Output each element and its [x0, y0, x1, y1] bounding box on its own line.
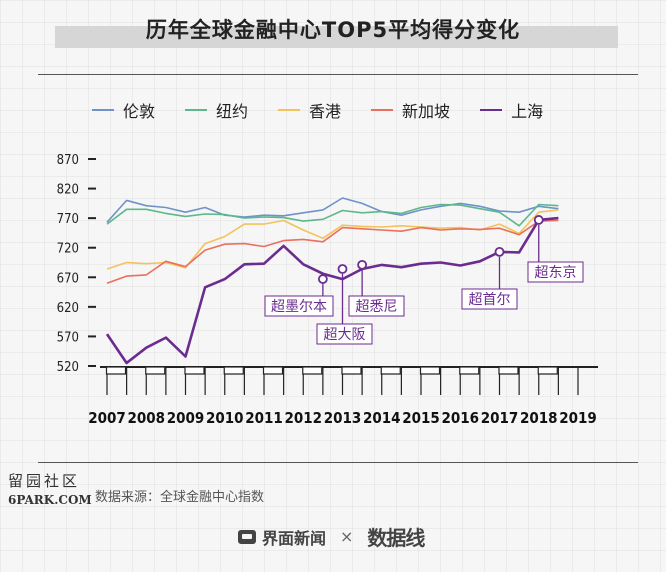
legend-swatch — [480, 109, 503, 111]
partner-brand-logo: 数据线 — [367, 526, 425, 550]
x-tick-bracket — [419, 366, 441, 375]
annotation-box — [527, 261, 584, 283]
x-tick-label: 2018 — [520, 409, 558, 427]
legend-item-singapore: 新加坡 — [371, 98, 450, 122]
legend: 伦敦 纽约 香港 新加坡 上海 — [92, 98, 573, 122]
title-highlight-bar — [55, 26, 618, 48]
annotation-marker — [337, 264, 348, 274]
legend-label: 纽约 — [216, 102, 249, 121]
annotation-label: 超墨尔本 — [271, 299, 327, 315]
x-tick-bracket — [105, 366, 127, 375]
x-tick-label: 2007 — [88, 409, 126, 427]
x-tick-label: 2008 — [127, 409, 165, 427]
legend-swatch — [371, 109, 394, 111]
annotation-marker — [357, 259, 368, 270]
y-tick-label: 620 — [57, 301, 79, 316]
annotation-label: 超首尔 — [469, 292, 511, 308]
x-tick-bracket — [459, 366, 480, 375]
x-tick-bracket — [498, 366, 519, 375]
brand-name: 界面新闻 — [262, 528, 327, 548]
legend-item-london: 伦敦 — [92, 98, 155, 122]
watermark-en: 6PARK.COM — [8, 493, 92, 507]
annotation-marker — [533, 215, 544, 225]
x-tick-bracket — [341, 366, 362, 375]
x-tick-bracket — [223, 366, 244, 375]
annotation-box — [264, 295, 334, 317]
annotation-label: 超东京 — [535, 265, 577, 281]
annotation-box — [461, 288, 518, 310]
x-tick-bracket — [262, 366, 284, 375]
x-tick-label: 2009 — [167, 409, 205, 427]
footer-brand: 界面新闻 × 数据线 — [238, 522, 425, 551]
brand-logo-icon — [238, 529, 256, 544]
y-tick-label: 770 — [57, 212, 79, 227]
annotation-box — [316, 323, 373, 345]
x-tick-bracket — [537, 366, 558, 375]
y-tick-label: 720 — [57, 242, 79, 257]
footer-divider — [38, 462, 638, 463]
annotation-label: 超悉尼 — [356, 299, 398, 315]
legend-swatch — [278, 109, 301, 111]
x-tick-bracket — [380, 366, 401, 375]
series-line — [105, 216, 559, 365]
legend-label: 香港 — [309, 102, 342, 121]
legend-item-shanghai: 上海 — [480, 98, 543, 122]
x-tick-label: 2019 — [559, 409, 597, 427]
y-tick-label: 820 — [57, 183, 79, 198]
annotation-marker — [317, 274, 328, 284]
legend-label: 新加坡 — [402, 102, 451, 121]
legend-swatch — [92, 109, 114, 111]
series-line — [106, 203, 559, 227]
annotation-marker — [494, 246, 505, 257]
x-tick-label: 2015 — [402, 409, 440, 427]
chart-title: 历年全球金融中心TOP5平均得分变化 — [145, 18, 521, 42]
y-tick-label: 570 — [57, 330, 79, 345]
legend-swatch — [185, 109, 208, 111]
series-line — [106, 197, 559, 223]
legend-item-newyork: 纽约 — [185, 98, 248, 122]
brand-separator: × — [340, 527, 354, 546]
x-tick-label: 2017 — [481, 409, 519, 427]
y-tick-label: 520 — [57, 360, 79, 375]
watermark-cn: 留园社区 — [8, 472, 81, 490]
watermark: 留园社区 6PARK.COM — [8, 470, 92, 507]
y-tick-label: 870 — [57, 153, 79, 168]
series-line — [106, 209, 559, 270]
x-tick-label: 2014 — [363, 409, 401, 427]
y-tick-label: 670 — [57, 271, 79, 286]
legend-label: 上海 — [511, 102, 544, 121]
x-tick-label: 2016 — [441, 409, 479, 427]
annotation-label: 超大阪 — [324, 327, 366, 343]
annotation-box — [348, 295, 405, 317]
x-tick-label: 2012 — [284, 409, 322, 427]
x-tick-label: 2010 — [206, 409, 244, 427]
legend-label: 伦敦 — [123, 102, 156, 121]
x-tick-bracket — [145, 366, 166, 375]
x-tick-label: 2011 — [245, 409, 283, 427]
x-tick-label: 2013 — [324, 409, 362, 427]
legend-item-hongkong: 香港 — [278, 98, 341, 122]
x-tick-bracket — [184, 366, 205, 375]
header-divider — [38, 74, 638, 75]
x-tick-bracket — [302, 366, 323, 375]
source-note: 数据来源：全球金融中心指数 — [95, 490, 265, 505]
series-line — [106, 219, 559, 284]
